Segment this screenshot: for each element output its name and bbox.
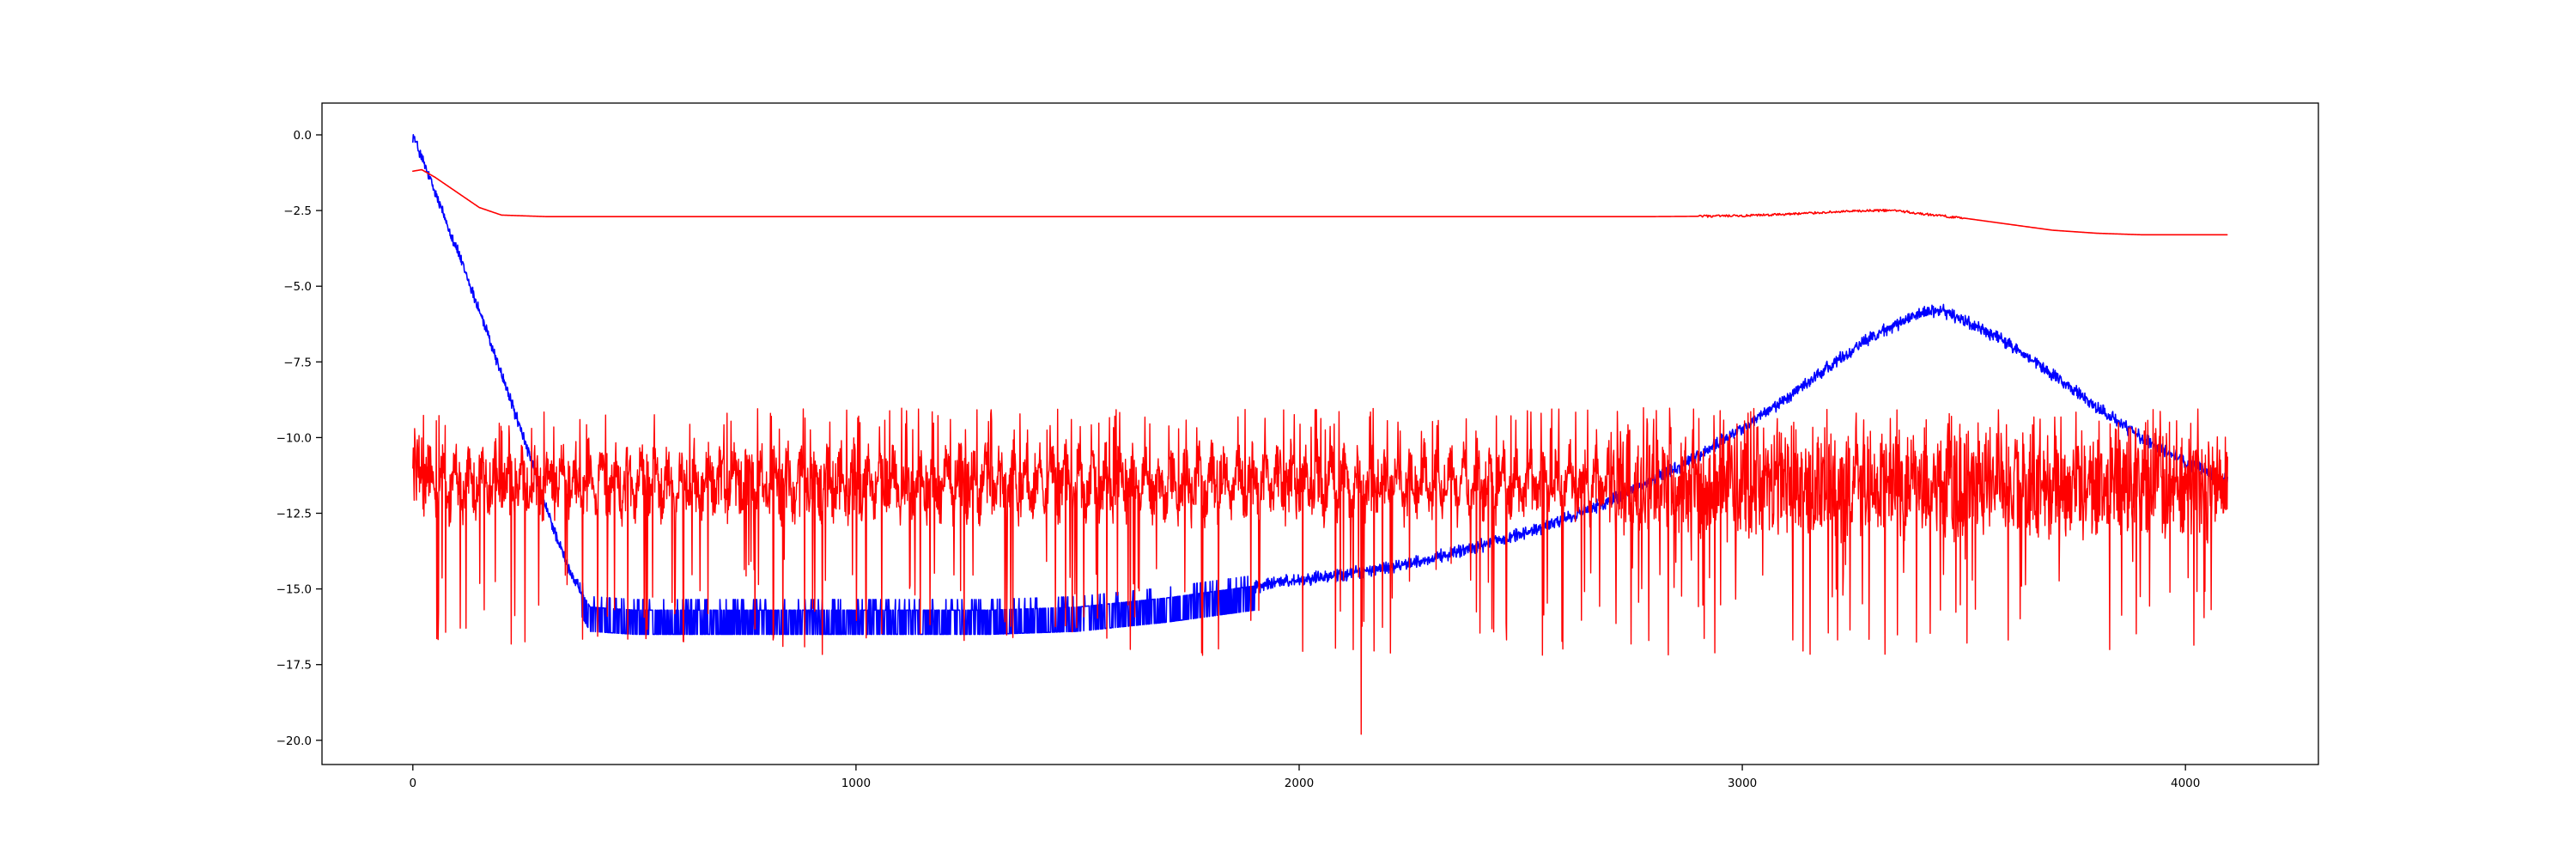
series-layer	[412, 133, 2228, 735]
red-noisy-series-line	[412, 407, 2228, 735]
red-smooth-series-line	[412, 168, 2228, 236]
y-tick-label: −12.5	[276, 508, 312, 521]
y-tick-label: 0.0	[294, 129, 312, 143]
x-tick-label: 3000	[1728, 777, 1757, 790]
y-tick-label: −10.0	[276, 431, 312, 445]
y-tick-label: −7.5	[283, 356, 312, 369]
axes-frame	[321, 102, 2319, 765]
x-tick-label: 2000	[1285, 777, 1314, 790]
y-axis: 0.0 −2.5 −5.0 −7.5 −10.0 −12.5 −15.0 −17.5 −20.0	[276, 129, 322, 748]
y-tick-label: −2.5	[283, 204, 312, 218]
x-axis: 0 1000 2000 3000 4000	[410, 765, 2200, 790]
y-tick-label: −20.0	[276, 734, 312, 748]
x-tick-label: 0	[410, 777, 417, 790]
x-tick-label: 4000	[2171, 777, 2200, 790]
y-tick-label: −5.0	[283, 280, 312, 294]
y-tick-label: −17.5	[276, 659, 312, 673]
blue-series-line	[412, 133, 2228, 636]
x-tick-label: 1000	[841, 777, 871, 790]
y-tick-label: −15.0	[276, 583, 312, 597]
